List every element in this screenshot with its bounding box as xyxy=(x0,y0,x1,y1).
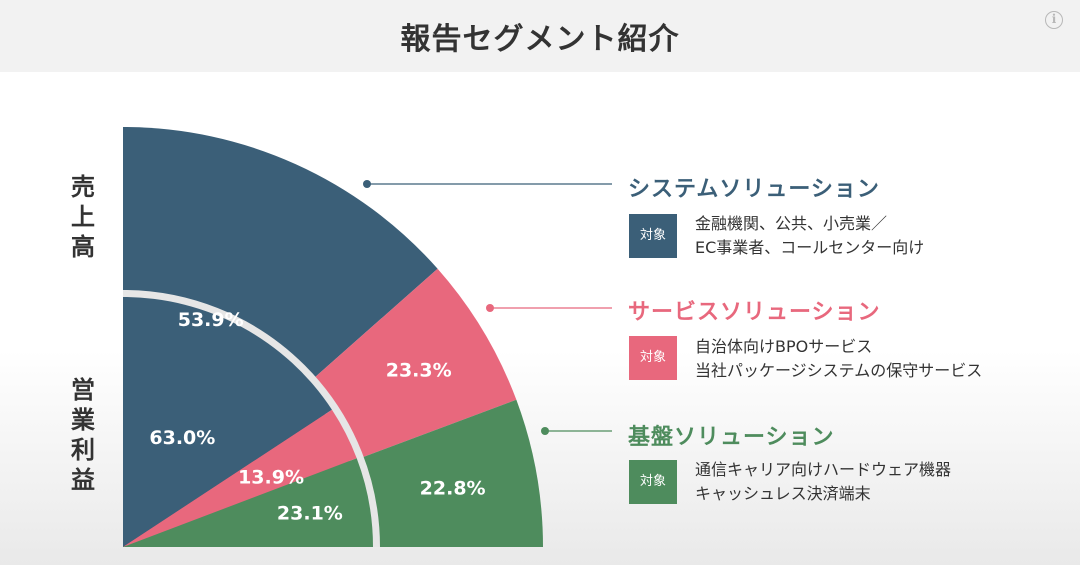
header-bar xyxy=(0,0,1080,72)
target-badge-infra: 対象 xyxy=(629,460,677,504)
sales-label-infra: 22.8% xyxy=(420,477,486,499)
page-title: 報告セグメント紹介 xyxy=(400,22,680,57)
target-badge-service: 対象 xyxy=(629,336,677,380)
sales-label: 売上高 xyxy=(71,173,95,261)
target-badge-system: 対象 xyxy=(629,214,677,258)
segment-title-service: サービスソリューション xyxy=(628,300,881,325)
leader-lines xyxy=(363,180,612,435)
sales-label-system: 53.9% xyxy=(178,309,244,331)
info-icon[interactable]: i xyxy=(1045,11,1063,29)
profit-slice-service xyxy=(123,409,357,547)
segment-desc-service: 自治体向けBPOサービス 当社パッケージシステムの保守サービス xyxy=(695,337,983,380)
profit-pie xyxy=(123,297,373,547)
segment-title-infra: 基盤ソリューション xyxy=(628,425,835,450)
leader-dot-service xyxy=(486,304,494,312)
leader-dot-system xyxy=(363,180,371,188)
segment-desc-infra: 通信キャリア向けハードウェア機器 キャッシュレス決済端末 xyxy=(695,460,952,503)
profit-label: 営業利益 xyxy=(71,376,95,494)
segment-desc-system: 金融機関、公共、小売業／ EC事業者、コールセンター向け xyxy=(695,214,925,257)
profit-label-infra: 23.1% xyxy=(277,503,343,525)
percent-labels: 53.9% 23.3% 22.8% 63.0% 13.9% 23.1% xyxy=(149,309,485,525)
profit-label-service: 13.9% xyxy=(238,467,304,489)
segment-title-system: システムソリューション xyxy=(628,177,880,202)
sales-label-service: 23.3% xyxy=(386,359,452,381)
profit-slice-infra xyxy=(123,458,373,547)
profit-slice-system xyxy=(123,297,332,547)
profit-label-system: 63.0% xyxy=(149,427,215,449)
separator-ring-shadow xyxy=(122,290,380,548)
leader-dot-infra xyxy=(541,427,549,435)
